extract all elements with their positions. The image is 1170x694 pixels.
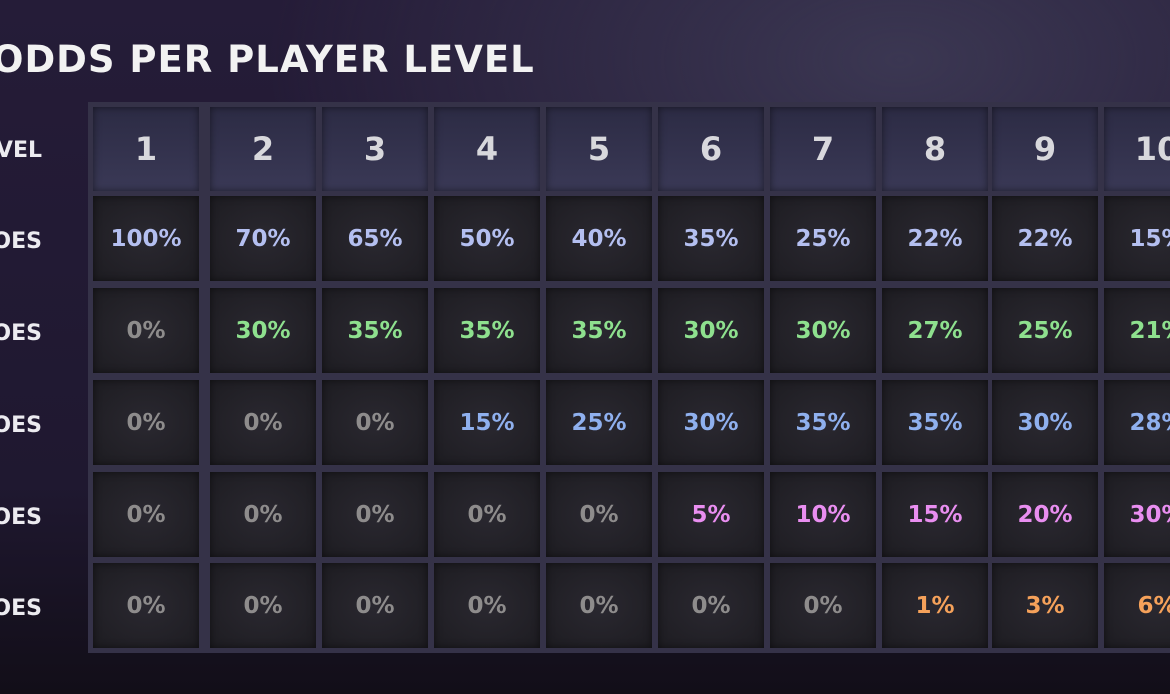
odds-cell: 30% [210, 288, 316, 373]
row-label: OES [0, 505, 42, 530]
odds-cell: 0% [322, 380, 428, 465]
odds-cell: 35% [434, 288, 540, 373]
odds-cell: 22% [882, 196, 988, 281]
odds-cell: 0% [210, 563, 316, 648]
odds-cell: 0% [434, 472, 540, 557]
odds-cell: 35% [882, 380, 988, 465]
odds-cell: 30% [992, 380, 1098, 465]
odds-cell: 25% [546, 380, 652, 465]
odds-cell: 0% [93, 563, 199, 648]
row-label-level: VEL [0, 138, 42, 163]
row-label: OES [0, 321, 42, 346]
odds-cell: 30% [770, 288, 876, 373]
level-header-cell: 4 [434, 107, 540, 191]
odds-cell: 0% [546, 472, 652, 557]
odds-cell: 35% [546, 288, 652, 373]
odds-cell: 27% [882, 288, 988, 373]
odds-cell: 25% [770, 196, 876, 281]
level-header-cell: 10 [1104, 107, 1170, 191]
odds-cell: 10% [770, 472, 876, 557]
odds-cell: 35% [770, 380, 876, 465]
odds-cell: 0% [322, 472, 428, 557]
odds-cell: 0% [770, 563, 876, 648]
odds-table [88, 102, 1170, 653]
level-header-cell: 8 [882, 107, 988, 191]
odds-cell: 28% [1104, 380, 1170, 465]
odds-cell: 22% [992, 196, 1098, 281]
odds-cell: 3% [992, 563, 1098, 648]
level-header-cell: 7 [770, 107, 876, 191]
odds-cell: 25% [992, 288, 1098, 373]
odds-cell: 21% [1104, 288, 1170, 373]
odds-cell: 0% [93, 380, 199, 465]
odds-cell: 70% [210, 196, 316, 281]
odds-cell: 30% [658, 380, 764, 465]
level-header-cell: 5 [546, 107, 652, 191]
odds-cell: 0% [546, 563, 652, 648]
odds-cell: 5% [658, 472, 764, 557]
level-header-cell: 6 [658, 107, 764, 191]
row-label: OES [0, 229, 42, 254]
odds-cell: 0% [434, 563, 540, 648]
odds-cell: 50% [434, 196, 540, 281]
odds-cell: 0% [93, 472, 199, 557]
level-header-cell: 1 [93, 107, 199, 191]
odds-cell: 0% [658, 563, 764, 648]
page-title: ODDS PER PLAYER LEVEL [0, 38, 535, 81]
odds-cell: 40% [546, 196, 652, 281]
odds-cell: 65% [322, 196, 428, 281]
odds-cell: 0% [210, 380, 316, 465]
level-header-cell: 2 [210, 107, 316, 191]
odds-cell: 15% [1104, 196, 1170, 281]
level-header-cell: 9 [992, 107, 1098, 191]
odds-cell: 1% [882, 563, 988, 648]
odds-cell: 15% [882, 472, 988, 557]
odds-cell: 0% [322, 563, 428, 648]
odds-cell: 15% [434, 380, 540, 465]
odds-cell: 30% [1104, 472, 1170, 557]
odds-cell: 35% [322, 288, 428, 373]
row-label: OES [0, 413, 42, 438]
row-label: EROES [0, 596, 42, 621]
odds-cell: 100% [93, 196, 199, 281]
odds-cell: 35% [658, 196, 764, 281]
level-header-cell: 3 [322, 107, 428, 191]
odds-cell: 0% [210, 472, 316, 557]
odds-cell: 6% [1104, 563, 1170, 648]
odds-cell: 0% [93, 288, 199, 373]
odds-cell: 30% [658, 288, 764, 373]
odds-cell: 20% [992, 472, 1098, 557]
